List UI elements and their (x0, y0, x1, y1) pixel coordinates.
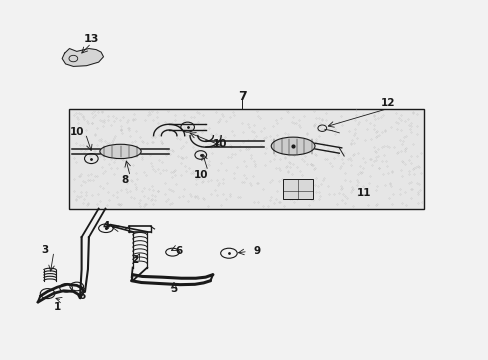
Text: 7: 7 (237, 90, 246, 103)
Bar (283, 179, 312, 199)
Text: 10: 10 (69, 127, 84, 137)
Text: 12: 12 (380, 98, 394, 108)
Text: 13: 13 (83, 34, 99, 44)
Text: 6: 6 (175, 247, 182, 256)
Text: 11: 11 (356, 188, 370, 198)
Text: 1: 1 (54, 302, 61, 312)
Polygon shape (62, 49, 103, 66)
Ellipse shape (100, 144, 141, 158)
Text: 10: 10 (212, 139, 227, 149)
Ellipse shape (271, 137, 314, 155)
Text: 8: 8 (122, 175, 129, 185)
Text: 9: 9 (253, 247, 260, 256)
Text: 10: 10 (193, 170, 207, 180)
Text: 5: 5 (170, 284, 177, 294)
Text: 4: 4 (102, 221, 109, 231)
Text: 3: 3 (41, 245, 49, 255)
Bar (69, 109, 424, 208)
Text: 2: 2 (131, 255, 139, 265)
Text: 6: 6 (78, 291, 85, 301)
